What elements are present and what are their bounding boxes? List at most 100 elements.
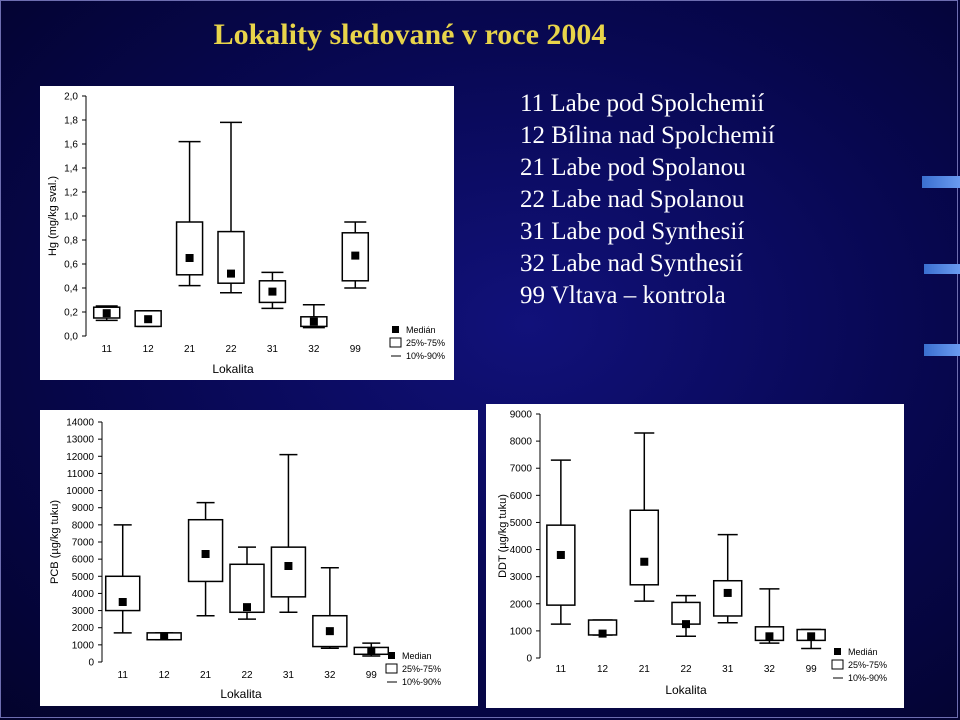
- y-tick-label: 1,0: [64, 212, 78, 223]
- median-marker: [144, 315, 153, 324]
- y-axis-label: DDT (µg/kg tuku): [497, 494, 509, 578]
- hg-chart-panel: 0,0 0,2 0,4 0,6 0,8 1,0 1,2 1,4 1,6 1,8 2,0 Hg (mg/…: [40, 86, 454, 380]
- legend-median-marker: [392, 326, 399, 333]
- y-tick-label: 1,8: [64, 116, 78, 127]
- x-tick-label: 12: [159, 670, 171, 681]
- y-tick-label: 4000: [510, 545, 533, 556]
- legend-median-label: Medián: [848, 647, 878, 657]
- x-tick-label: 22: [680, 664, 692, 675]
- median-marker: [118, 598, 127, 606]
- x-axis-label: Lokalita: [212, 362, 254, 376]
- y-tick-label: 2,0: [64, 92, 78, 103]
- y-tick-label: 6000: [72, 555, 95, 566]
- legend-row-31: 31 Labe pod Synthesií: [520, 218, 745, 245]
- legend-row-11: 11 Labe pod Spolchemií: [520, 90, 765, 117]
- x-tick-label: 32: [308, 344, 320, 355]
- median-marker: [243, 603, 251, 612]
- median-marker: [723, 588, 732, 597]
- x-tick-label: 11: [556, 664, 567, 675]
- x-tick-label: 12: [597, 664, 609, 675]
- x-tick-label: 12: [143, 344, 155, 355]
- median-marker: [160, 632, 169, 641]
- legend-median-marker: [834, 648, 841, 655]
- legend-whisker-label: 10%-90%: [402, 677, 441, 687]
- y-tick-label: 0,0: [64, 332, 78, 343]
- legend-median-label: Median: [402, 651, 432, 661]
- x-tick-label: 99: [806, 664, 818, 675]
- legend-iqr-label: 25%-75%: [848, 660, 887, 670]
- x-tick-label: 32: [324, 670, 336, 681]
- x-tick-label: 22: [225, 344, 237, 355]
- legend-row-12: 12 Bílina nad Spolchemií: [520, 122, 775, 149]
- y-tick-label: 14000: [66, 418, 94, 429]
- median-marker: [201, 550, 210, 558]
- location-legend: 11 Labe pod Spolchemií 12 Bílina nad Spo…: [520, 88, 775, 312]
- ddt-boxplot: 0 1000 2000 3000 4000 5000 6000 7000 8000 9000 DDT…: [497, 410, 887, 698]
- y-tick-label: 0,4: [64, 284, 78, 295]
- x-axis-label: Lokalita: [665, 683, 707, 697]
- median-marker: [227, 269, 235, 278]
- median-marker: [351, 251, 360, 260]
- y-tick-label: 0,6: [64, 260, 78, 271]
- decor-stripe-1: [922, 176, 960, 188]
- y-tick-label: 8000: [72, 520, 95, 531]
- y-tick-label: 12000: [66, 452, 94, 463]
- iqr-box: [270, 546, 307, 598]
- decor-stripe-2: [924, 264, 960, 274]
- iqr-box: [175, 221, 204, 276]
- y-axis-label: Hg (mg/kg sval.): [47, 176, 59, 256]
- decor-stripe-3: [924, 344, 960, 356]
- median-marker: [367, 646, 376, 655]
- y-tick-label: 7000: [72, 538, 95, 549]
- median-marker: [325, 627, 334, 636]
- median-marker: [640, 557, 649, 566]
- y-tick-label: 2000: [510, 599, 533, 610]
- hg-boxplot: 0,0 0,2 0,4 0,6 0,8 1,0 1,2 1,4 1,6 1,8 2,0 Hg (mg/…: [47, 92, 445, 377]
- x-tick-label: 99: [350, 344, 362, 355]
- x-tick-label: 21: [639, 664, 651, 675]
- x-tick-label: 31: [722, 664, 734, 675]
- legend-whisker-label: 10%-90%: [848, 673, 887, 683]
- median-marker: [682, 620, 690, 629]
- legend-whisker-label: 10%-90%: [406, 351, 445, 361]
- iqr-box: [629, 509, 660, 586]
- y-tick-label: 13000: [66, 435, 94, 446]
- y-tick-label: 0: [88, 658, 94, 669]
- median-marker: [268, 287, 277, 296]
- y-axis-label: PCB (µg/kg tuku): [49, 500, 61, 584]
- x-tick-label: 31: [267, 344, 279, 355]
- median-marker: [598, 629, 607, 638]
- y-tick-label: 1000: [72, 640, 95, 651]
- pcb-boxplot: 0 1000 2000 3000 4000 5000 6000 7000 8000 9000 100…: [49, 418, 441, 702]
- y-tick-label: 0,2: [64, 308, 78, 319]
- y-tick-label: 1,6: [64, 140, 78, 151]
- y-tick-label: 5000: [510, 518, 533, 529]
- y-tick-label: 1,4: [64, 164, 78, 175]
- x-tick-label: 21: [184, 344, 196, 355]
- y-tick-label: 11000: [67, 469, 95, 480]
- x-axis-label: Lokalita: [220, 687, 262, 701]
- median-marker: [765, 632, 774, 641]
- x-tick-label: 11: [118, 670, 129, 681]
- x-tick-label: 31: [283, 670, 295, 681]
- x-tick-label: 22: [241, 670, 253, 681]
- x-tick-label: 99: [366, 670, 378, 681]
- legend-row-32: 32 Labe nad Synthesií: [520, 250, 743, 277]
- y-tick-label: 3000: [72, 606, 95, 617]
- y-tick-label: 1,2: [64, 188, 78, 199]
- y-tick-label: 4000: [72, 589, 95, 600]
- legend-iqr-swatch: [385, 663, 398, 674]
- legend-iqr-swatch: [831, 659, 844, 670]
- iqr-box: [712, 579, 743, 617]
- x-tick-label: 32: [764, 664, 776, 675]
- y-tick-label: 1000: [510, 626, 533, 637]
- y-tick-label: 2000: [72, 623, 95, 634]
- median-marker: [309, 317, 318, 326]
- pcb-chart-panel: 0 1000 2000 3000 4000 5000 6000 7000 8000 9000 100…: [40, 410, 478, 706]
- legend-row-21: 21 Labe pod Spolanou: [520, 154, 746, 181]
- y-tick-label: 6000: [510, 491, 533, 502]
- y-tick-label: 0,8: [64, 236, 78, 247]
- median-marker: [556, 550, 565, 559]
- x-tick-label: 11: [102, 344, 113, 355]
